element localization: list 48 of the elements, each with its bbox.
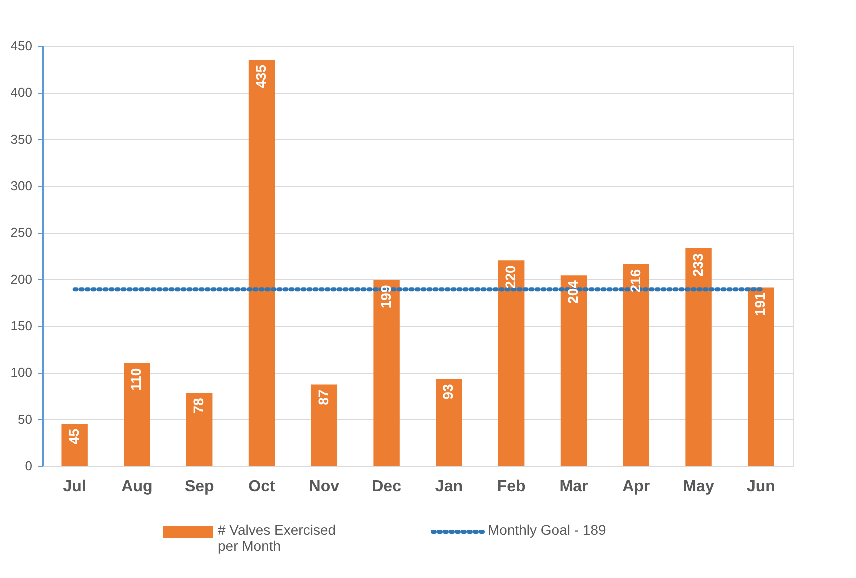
data-label: 110 bbox=[128, 368, 144, 391]
bar bbox=[248, 60, 276, 466]
data-label: 233 bbox=[690, 253, 706, 277]
y-tick-label: 0 bbox=[25, 458, 32, 474]
y-tick-label: 300 bbox=[10, 178, 32, 194]
x-tick-label: Mar bbox=[560, 478, 588, 496]
x-tick-label: Dec bbox=[372, 478, 402, 496]
data-label: 216 bbox=[627, 269, 644, 293]
data-label: 93 bbox=[440, 384, 456, 400]
y-tick-label: 150 bbox=[10, 318, 32, 334]
y-tick-label: 100 bbox=[10, 365, 32, 380]
data-label: 435 bbox=[253, 64, 270, 88]
y-tick-label: 350 bbox=[10, 132, 32, 147]
data-label: 78 bbox=[190, 398, 207, 414]
bar bbox=[623, 264, 650, 466]
bar bbox=[186, 393, 213, 466]
x-tick-label: May bbox=[683, 478, 714, 496]
data-label: 204 bbox=[564, 280, 581, 304]
x-tick-label: Jan bbox=[435, 478, 463, 496]
y-tick-label: 200 bbox=[10, 272, 32, 287]
x-tick-label: Apr bbox=[622, 478, 650, 496]
bar bbox=[498, 260, 525, 466]
x-tick-label: Oct bbox=[248, 478, 276, 496]
data-label: 191 bbox=[752, 292, 768, 316]
bar bbox=[560, 276, 588, 466]
data-label: 45 bbox=[66, 428, 82, 445]
bar bbox=[311, 384, 338, 466]
x-tick-label: Nov bbox=[309, 478, 340, 496]
bar bbox=[436, 379, 462, 466]
legend-label: Monthly Goal - 189 bbox=[488, 522, 606, 538]
legend-label: # Valves Exercised per Month bbox=[218, 522, 336, 554]
bar bbox=[124, 363, 150, 466]
bar bbox=[374, 280, 400, 466]
bar bbox=[748, 288, 774, 466]
bar bbox=[686, 248, 712, 466]
x-tick-label: Sep bbox=[184, 478, 215, 496]
x-tick-label: Jul bbox=[63, 478, 86, 496]
y-tick-label: 450 bbox=[10, 38, 32, 54]
data-label: 199 bbox=[378, 285, 394, 309]
x-tick-label: Jun bbox=[746, 478, 776, 496]
bar bbox=[62, 424, 88, 466]
y-tick-label: 50 bbox=[18, 412, 32, 427]
x-tick-label: Aug bbox=[122, 478, 153, 496]
x-tick-label: Feb bbox=[497, 478, 526, 496]
y-tick-label: 400 bbox=[10, 85, 32, 100]
y-tick-label: 250 bbox=[10, 225, 32, 240]
data-label: 220 bbox=[502, 265, 519, 290]
data-label: 87 bbox=[315, 390, 332, 406]
